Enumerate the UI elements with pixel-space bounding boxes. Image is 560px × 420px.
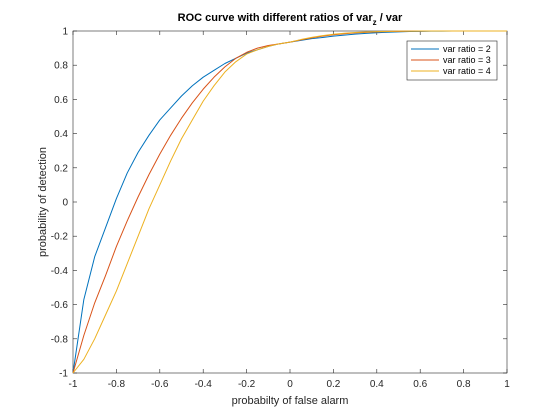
x-axis-label: probabilty of false alarm <box>232 395 349 407</box>
y-tick-label: 0 <box>62 198 68 209</box>
y-tick-label: 0.2 <box>54 163 68 174</box>
x-tick-label: 0.2 <box>326 379 340 390</box>
y-tick-label: -0.8 <box>51 334 69 345</box>
x-tick-label: -1 <box>69 379 78 390</box>
y-tick-label: 0.4 <box>54 129 68 140</box>
y-tick-label: 0.8 <box>54 61 68 72</box>
y-tick-label: -0.6 <box>51 300 69 311</box>
chart-title-main: ROC curve with different ratios of var <box>178 12 374 24</box>
y-axis-label: probability of detection <box>37 147 49 257</box>
y-tick-label: 0.6 <box>54 95 68 106</box>
x-tick-label: -0.8 <box>108 379 126 390</box>
y-tick-label: 1 <box>62 27 68 38</box>
x-tick-label: 1 <box>504 379 510 390</box>
chart-title-suffix: / var <box>377 12 403 24</box>
y-tick-label: -1 <box>59 369 68 380</box>
legend-label-1: var ratio = 2 <box>443 44 491 54</box>
plot-area <box>73 31 507 373</box>
x-tick-label: -0.4 <box>195 379 213 390</box>
x-tick-label: 0.6 <box>413 379 427 390</box>
axes-box <box>73 31 507 373</box>
x-tick-label: 0.4 <box>370 379 384 390</box>
x-tick-label: -0.6 <box>151 379 169 390</box>
y-tick-label: -0.4 <box>51 266 69 277</box>
y-tick-label: -0.2 <box>51 232 69 243</box>
x-tick-label: 0.8 <box>457 379 471 390</box>
x-tick-label: -0.2 <box>238 379 256 390</box>
legend-label-2: var ratio = 3 <box>443 55 491 65</box>
legend-label-3: var ratio = 4 <box>443 66 491 76</box>
x-tick-label: 0 <box>287 379 293 390</box>
